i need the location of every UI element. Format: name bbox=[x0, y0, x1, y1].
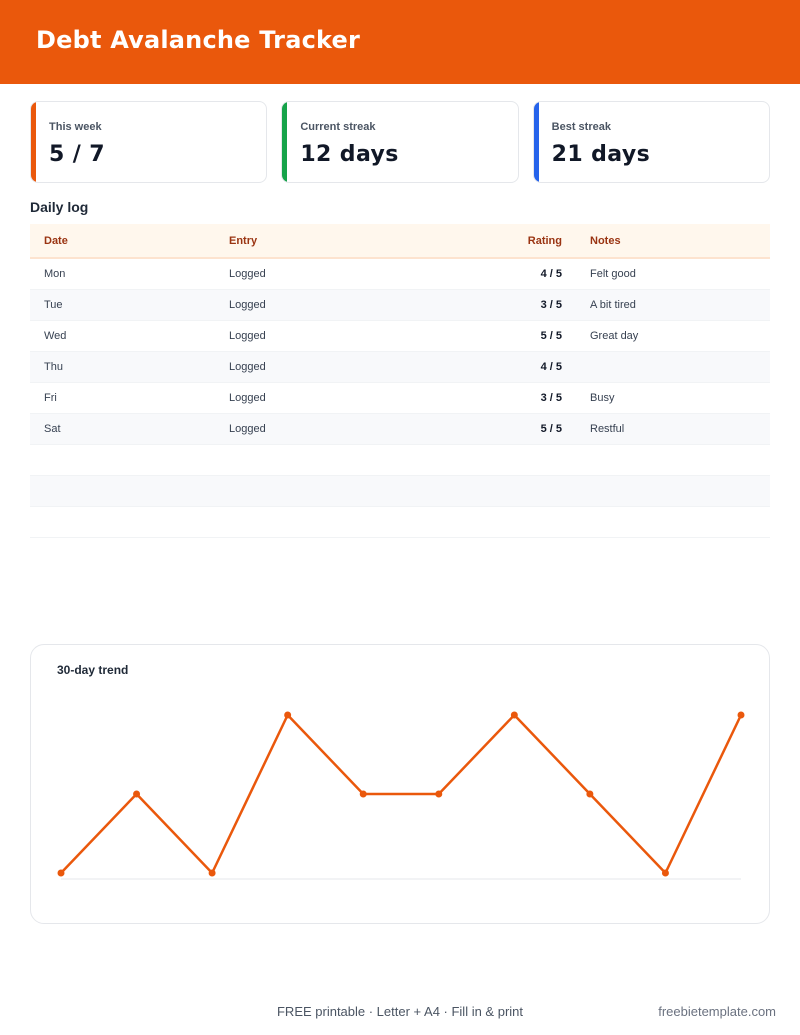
stat-value: 5 / 7 bbox=[49, 142, 105, 167]
stat-card-this-week: This week 5 / 7 bbox=[30, 101, 268, 183]
chart-title: 30-day trend bbox=[57, 663, 129, 677]
cell-entry: Logged bbox=[215, 289, 449, 321]
stat-label: Best streak bbox=[551, 121, 611, 133]
cell-notes: Busy bbox=[576, 382, 770, 414]
data-point bbox=[510, 711, 518, 719]
cell-rating: 4 / 5 bbox=[449, 351, 576, 383]
cell-date: Tue bbox=[30, 289, 215, 321]
cell-date: Fri bbox=[30, 382, 215, 414]
data-point bbox=[284, 711, 292, 719]
stat-label: This week bbox=[49, 121, 102, 133]
table-header-row: Date Entry Rating Notes bbox=[30, 224, 770, 259]
table-row bbox=[30, 506, 770, 538]
cell-notes: A bit tired bbox=[576, 289, 770, 321]
stat-label: Current streak bbox=[300, 121, 376, 133]
page-title: Debt Avalanche Tracker bbox=[36, 26, 361, 54]
footer-site-link[interactable]: freebietemplate.com bbox=[658, 1004, 776, 1019]
cell-notes: Restful bbox=[576, 413, 770, 445]
cell-notes bbox=[576, 351, 770, 383]
cell-entry: Logged bbox=[215, 258, 449, 290]
stat-accent-bar bbox=[282, 102, 288, 182]
cell-date bbox=[30, 444, 215, 476]
cell-date: Thu bbox=[30, 351, 215, 383]
table-row: Fri Logged 3 / 5 Busy bbox=[30, 382, 770, 414]
table-row bbox=[30, 444, 770, 476]
cell-entry bbox=[215, 506, 449, 538]
column-header-entry: Entry bbox=[215, 224, 449, 259]
data-point bbox=[435, 790, 443, 798]
stat-card-best-streak: Best streak 21 days bbox=[532, 101, 770, 183]
cell-date bbox=[30, 506, 215, 538]
trend-chart bbox=[57, 711, 745, 880]
cell-rating bbox=[449, 475, 576, 507]
data-point bbox=[737, 711, 745, 719]
cell-date: Wed bbox=[30, 320, 215, 352]
page-header: Debt Avalanche Tracker bbox=[0, 0, 800, 84]
cell-notes bbox=[576, 506, 770, 538]
page-footer: FREE printable · Letter + A4 · Fill in &… bbox=[0, 1004, 800, 1022]
cell-entry: Logged bbox=[215, 413, 449, 445]
data-point bbox=[208, 869, 216, 877]
cell-rating: 5 / 5 bbox=[449, 413, 576, 445]
data-point bbox=[133, 790, 141, 798]
cell-rating bbox=[449, 444, 576, 476]
cell-date: Sat bbox=[30, 413, 215, 445]
data-point bbox=[57, 869, 65, 877]
table-row: Sat Logged 5 / 5 Restful bbox=[30, 413, 770, 445]
footer-caption: FREE printable · Letter + A4 · Fill in &… bbox=[276, 1004, 524, 1019]
data-point bbox=[661, 869, 669, 877]
column-header-date: Date bbox=[30, 224, 215, 259]
column-header-rating: Rating bbox=[449, 224, 576, 259]
trend-chart-card: 30-day trend bbox=[30, 644, 770, 924]
cell-date bbox=[30, 475, 215, 507]
cell-rating bbox=[449, 506, 576, 538]
cell-entry bbox=[215, 444, 449, 476]
cell-rating: 5 / 5 bbox=[449, 320, 576, 352]
cell-rating: 4 / 5 bbox=[449, 258, 576, 290]
stat-value: 21 days bbox=[551, 142, 651, 167]
daily-log-title: Daily log bbox=[30, 199, 89, 215]
stat-value: 12 days bbox=[300, 142, 399, 167]
cell-rating: 3 / 5 bbox=[449, 382, 576, 414]
cell-entry: Logged bbox=[215, 382, 449, 414]
stat-card-current-streak: Current streak 12 days bbox=[281, 101, 519, 183]
daily-log-table: Date Entry Rating Notes Mon Logged 4 / 5 Fe… bbox=[30, 224, 770, 538]
table-row bbox=[30, 475, 770, 507]
series-line bbox=[60, 713, 743, 875]
cell-notes bbox=[576, 444, 770, 476]
cell-notes bbox=[576, 475, 770, 507]
table-row: Wed Logged 5 / 5 Great day bbox=[30, 320, 770, 352]
stat-accent-bar bbox=[533, 102, 539, 182]
cell-entry: Logged bbox=[215, 351, 449, 383]
cell-rating: 3 / 5 bbox=[449, 289, 576, 321]
cell-notes: Felt good bbox=[576, 258, 770, 290]
cell-notes: Great day bbox=[576, 320, 770, 352]
cell-date: Mon bbox=[30, 258, 215, 290]
cell-entry: Logged bbox=[215, 320, 449, 352]
table-row: Mon Logged 4 / 5 Felt good bbox=[30, 258, 770, 290]
table-row: Thu Logged 4 / 5 bbox=[30, 351, 770, 383]
cell-entry bbox=[215, 475, 449, 507]
stats-row: This week 5 / 7 Current streak 12 days B… bbox=[30, 101, 770, 183]
column-header-notes: Notes bbox=[576, 224, 770, 259]
stat-accent-bar bbox=[31, 102, 36, 182]
data-point bbox=[586, 790, 594, 798]
data-point bbox=[359, 790, 367, 798]
